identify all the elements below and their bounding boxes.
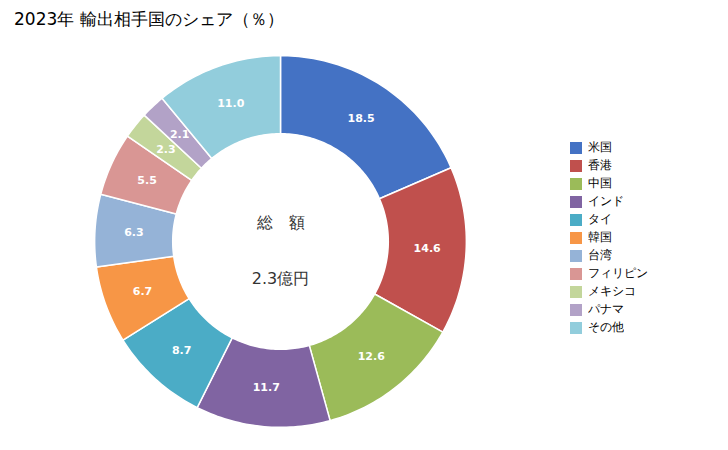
html-text:その他: その他 bbox=[588, 320, 624, 334]
svg-text:11.0: 11.0 bbox=[217, 97, 244, 110]
html-text:タイ: タイ bbox=[588, 212, 612, 226]
svg-text:2.3: 2.3 bbox=[156, 143, 176, 156]
svg-text:5.5: 5.5 bbox=[137, 174, 157, 187]
svg-text:6.3: 6.3 bbox=[124, 226, 144, 239]
svg-text:8.7: 8.7 bbox=[172, 344, 192, 357]
html-text:台湾: 台湾 bbox=[588, 248, 612, 262]
html-text:インド: インド bbox=[588, 194, 624, 208]
html-text:フィリピン: フィリピン bbox=[588, 266, 648, 280]
html-text:中国: 中国 bbox=[588, 176, 612, 190]
html-text:香港: 香港 bbox=[588, 158, 612, 172]
svg-text:2.1: 2.1 bbox=[170, 128, 190, 141]
svg-text:6.7: 6.7 bbox=[133, 285, 153, 298]
svg-text:総 額: 総 額 bbox=[256, 213, 305, 232]
svg-text:14.6: 14.6 bbox=[414, 242, 441, 255]
html-text:パナマ: パナマ bbox=[588, 302, 624, 316]
html-text:米国: 米国 bbox=[588, 140, 612, 154]
svg-text:11.7: 11.7 bbox=[253, 381, 280, 394]
svg-text:18.5: 18.5 bbox=[348, 112, 375, 125]
html-text:2023年 輸出相手国のシェア（％）: 2023年 輸出相手国のシェア（％） bbox=[14, 9, 284, 29]
svg-text:2.3億円: 2.3億円 bbox=[252, 269, 309, 288]
html-text:韓国: 韓国 bbox=[588, 230, 612, 244]
svg-text:12.6: 12.6 bbox=[358, 350, 385, 363]
html-text:メキシコ: メキシコ bbox=[588, 284, 636, 298]
